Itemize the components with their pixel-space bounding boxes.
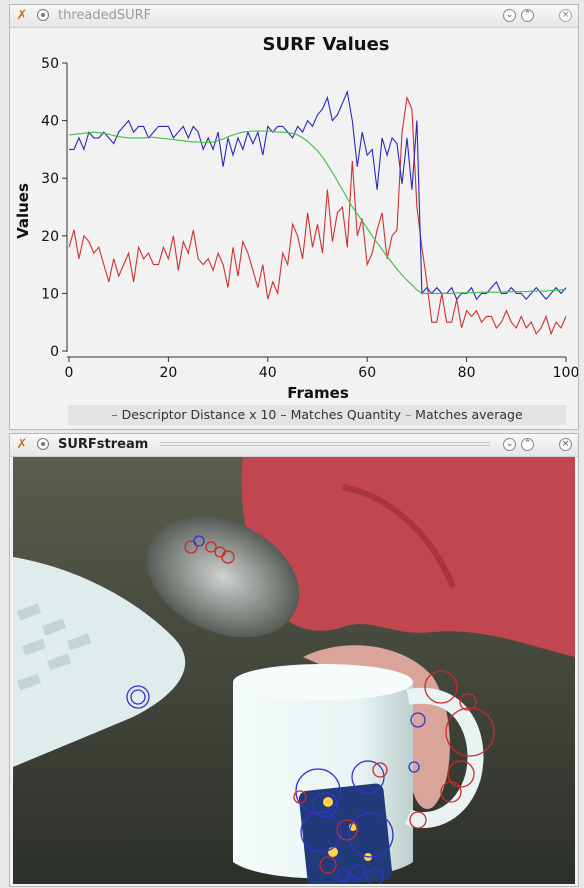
maximize-icon[interactable]: ⌃ xyxy=(521,9,534,22)
minimize-icon[interactable]: ⌄ xyxy=(503,9,516,22)
maximize-icon[interactable]: ⌃ xyxy=(521,438,534,451)
x-logo-icon[interactable]: ✗ xyxy=(16,437,28,452)
close-icon[interactable]: × xyxy=(559,438,572,451)
y-tick-label: 50 xyxy=(41,56,59,72)
red-sweater xyxy=(241,457,575,657)
surf-values-chart: SURF Values Values Frames 0 10 20 30 40 50 0 20… xyxy=(14,34,578,402)
x-tick-label: 100 xyxy=(553,365,578,381)
y-tick-label: 30 xyxy=(41,171,59,187)
mug-sticker xyxy=(299,783,393,884)
x-tick-label: 80 xyxy=(458,365,476,381)
plot-window-titlebar[interactable]: ✗ threadedSURF ⌄ ⌃ × xyxy=(10,5,578,28)
window-title: threadedSURF xyxy=(58,8,152,23)
series-line-0 xyxy=(68,95,567,336)
series-line-2 xyxy=(68,130,567,294)
stream-window: ✗ SURFstream ⌄ ⌃ × xyxy=(9,433,579,887)
hand xyxy=(303,645,450,809)
legend-item-matches: Matches Quantity xyxy=(290,407,401,422)
y-tick-label: 10 xyxy=(41,286,59,302)
x-tick-label: 60 xyxy=(358,365,376,381)
x-tick-label: 40 xyxy=(259,365,277,381)
close-icon[interactable]: × xyxy=(559,9,572,22)
x-tick-label: 0 xyxy=(65,365,74,381)
series-line-1 xyxy=(69,89,567,301)
legend-swatch-distance: – xyxy=(111,407,118,422)
surf-keypoints xyxy=(126,535,495,884)
chart-title: SURF Values xyxy=(262,34,389,55)
legend-swatch-average: – xyxy=(404,407,412,422)
legend-swatch-matches: – xyxy=(280,407,287,422)
chart-legend: – Descriptor Distance x 10 – Matches Qua… xyxy=(68,405,566,425)
stream-window-titlebar[interactable]: ✗ SURFstream ⌄ ⌃ × xyxy=(10,434,578,457)
window-title: SURFstream xyxy=(58,437,149,452)
legend-item-average: Matches average xyxy=(415,407,523,422)
minimize-icon[interactable]: ⌄ xyxy=(503,438,516,451)
titlebar-grip xyxy=(160,442,490,448)
plot-window: ✗ threadedSURF ⌄ ⌃ × SURF Values Values … xyxy=(9,4,579,430)
chart-axes: 0 10 20 30 40 50 0 20 40 60 80 100 xyxy=(41,56,578,381)
x-axis-label: Frames xyxy=(287,384,349,402)
y-tick-label: 0 xyxy=(50,344,59,360)
y-tick-label: 40 xyxy=(41,114,59,130)
x-logo-icon[interactable]: ✗ xyxy=(16,8,28,23)
x-tick-label: 20 xyxy=(159,365,177,381)
chart-series-lines xyxy=(68,89,567,336)
camera-feed xyxy=(13,457,575,884)
keyboard xyxy=(13,557,186,767)
legend-item-distance: Descriptor Distance x 10 xyxy=(121,407,277,422)
y-tick-label: 20 xyxy=(41,229,59,245)
pin-icon[interactable] xyxy=(37,438,49,450)
y-axis-label: Values xyxy=(14,183,32,239)
pin-icon[interactable] xyxy=(37,9,49,21)
